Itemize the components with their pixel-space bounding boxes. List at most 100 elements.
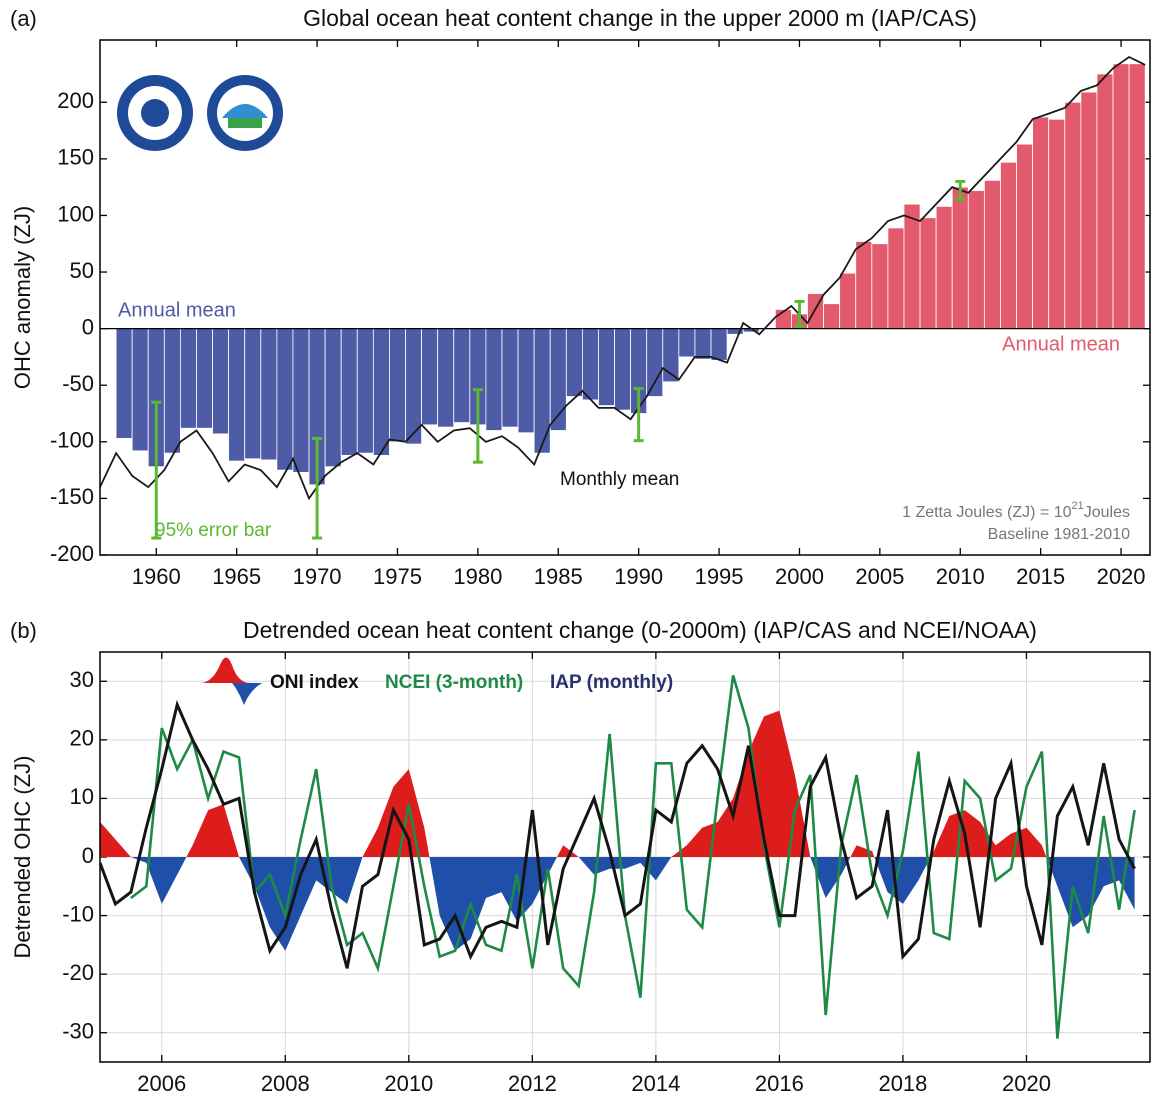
bar <box>340 328 358 456</box>
bar <box>228 328 246 462</box>
x-tick-label: 2010 <box>384 1071 433 1095</box>
bar <box>678 328 696 358</box>
x-tick-label: 1990 <box>614 564 663 589</box>
bar <box>823 303 841 330</box>
bar <box>598 328 615 406</box>
annual-mean-label: Annual mean <box>1002 333 1120 355</box>
unit-note-text: 1 Zetta Joules (ZJ) = 10 <box>902 504 1072 521</box>
bar <box>694 328 712 360</box>
error-bar <box>633 387 644 443</box>
bar <box>855 241 873 330</box>
bar <box>871 243 889 330</box>
area-positive <box>100 710 1135 857</box>
x-tick-label: 2020 <box>1002 1071 1051 1095</box>
x-tick-label: 2018 <box>878 1071 927 1095</box>
cas-logo-flower <box>141 99 169 127</box>
legend-label: NCEI (3-month) <box>385 672 523 693</box>
bar <box>437 328 455 428</box>
x-tick-label: 1960 <box>132 564 181 589</box>
series-line <box>130 675 1136 1039</box>
y-axis-label: OHC anomaly (ZJ) <box>10 206 35 389</box>
bar <box>646 328 664 397</box>
unit-note-text: Joules <box>1084 504 1130 521</box>
bar <box>614 328 632 411</box>
bar <box>501 328 519 428</box>
bar <box>485 328 503 431</box>
y-tick-label: 30 <box>70 667 94 692</box>
bar <box>1096 73 1114 330</box>
bar <box>967 190 985 330</box>
legend-swatch-positive <box>200 657 250 683</box>
bar <box>212 328 230 435</box>
bar <box>131 328 149 452</box>
error-bar <box>794 299 805 328</box>
y-tick-label: 50 <box>70 258 94 283</box>
bar <box>839 272 857 330</box>
bar <box>951 186 969 330</box>
x-tick-label: 1985 <box>534 564 583 589</box>
legend-label: ONI index <box>270 672 359 693</box>
y-tick-label: -200 <box>50 541 94 566</box>
y-tick-label: 100 <box>57 201 94 226</box>
y-tick-label: 20 <box>70 726 94 751</box>
legend-label: IAP (monthly) <box>550 672 673 693</box>
bar <box>533 328 551 454</box>
x-tick-label: 2016 <box>755 1071 804 1095</box>
monthly-mean-label: Monthly mean <box>560 469 679 490</box>
bar <box>115 328 133 439</box>
bar <box>324 328 342 468</box>
x-tick-label: 2012 <box>508 1071 557 1095</box>
bar <box>260 328 278 461</box>
bar <box>1048 118 1066 330</box>
bar <box>389 328 406 443</box>
bar <box>356 328 374 454</box>
y-tick-label: -20 <box>62 960 94 985</box>
y-tick-label: 0 <box>82 314 94 339</box>
logos <box>117 75 283 151</box>
bar <box>292 328 310 473</box>
x-tick-label: 2010 <box>936 564 985 589</box>
bar <box>1112 63 1130 330</box>
baseline-note: Baseline 1981-2010 <box>988 526 1130 543</box>
y-tick-label: 0 <box>82 843 94 868</box>
bar <box>276 328 294 471</box>
plot-border <box>99 651 1151 1063</box>
bar <box>887 227 905 330</box>
bar <box>517 328 535 434</box>
bar <box>421 328 439 426</box>
chart-title: Global ocean heat content change in the … <box>303 5 977 31</box>
panel-label: (b) <box>10 618 37 643</box>
x-tick-label: 2005 <box>855 564 904 589</box>
x-tick-label: 2015 <box>1016 564 1065 589</box>
bar <box>1064 101 1082 330</box>
y-tick-label: 150 <box>57 145 94 170</box>
legend-swatch-negative <box>232 683 262 705</box>
bar <box>163 328 181 454</box>
x-tick-label: 2014 <box>631 1071 680 1095</box>
bar <box>179 328 197 429</box>
bar <box>372 328 390 456</box>
error-bar <box>472 388 483 464</box>
y-tick-label: -150 <box>50 484 94 509</box>
y-tick-label: 10 <box>70 784 94 809</box>
x-tick-label: 1965 <box>212 564 261 589</box>
monthly-line <box>99 55 1146 501</box>
error-bar <box>312 436 323 540</box>
x-tick-label: 1975 <box>373 564 422 589</box>
iap-logo-wave <box>222 104 268 118</box>
bar <box>1128 63 1146 330</box>
bar <box>196 328 213 429</box>
y-tick-label: -50 <box>62 371 94 396</box>
y-tick-label: -100 <box>50 428 94 453</box>
y-tick-label: -30 <box>62 1019 94 1044</box>
bar <box>1080 91 1098 330</box>
x-tick-label: 2000 <box>775 564 824 589</box>
unit-note: 1 Zetta Joules (ZJ) = 1021Joules <box>902 500 1130 521</box>
panel-label: (a) <box>10 6 37 31</box>
unit-note-exponent: 21 <box>1072 500 1084 512</box>
bar <box>244 328 262 460</box>
x-tick-label: 2008 <box>261 1071 310 1095</box>
chart-title: Detrended ocean heat content change (0-2… <box>243 617 1037 643</box>
plot-border <box>99 39 1151 556</box>
